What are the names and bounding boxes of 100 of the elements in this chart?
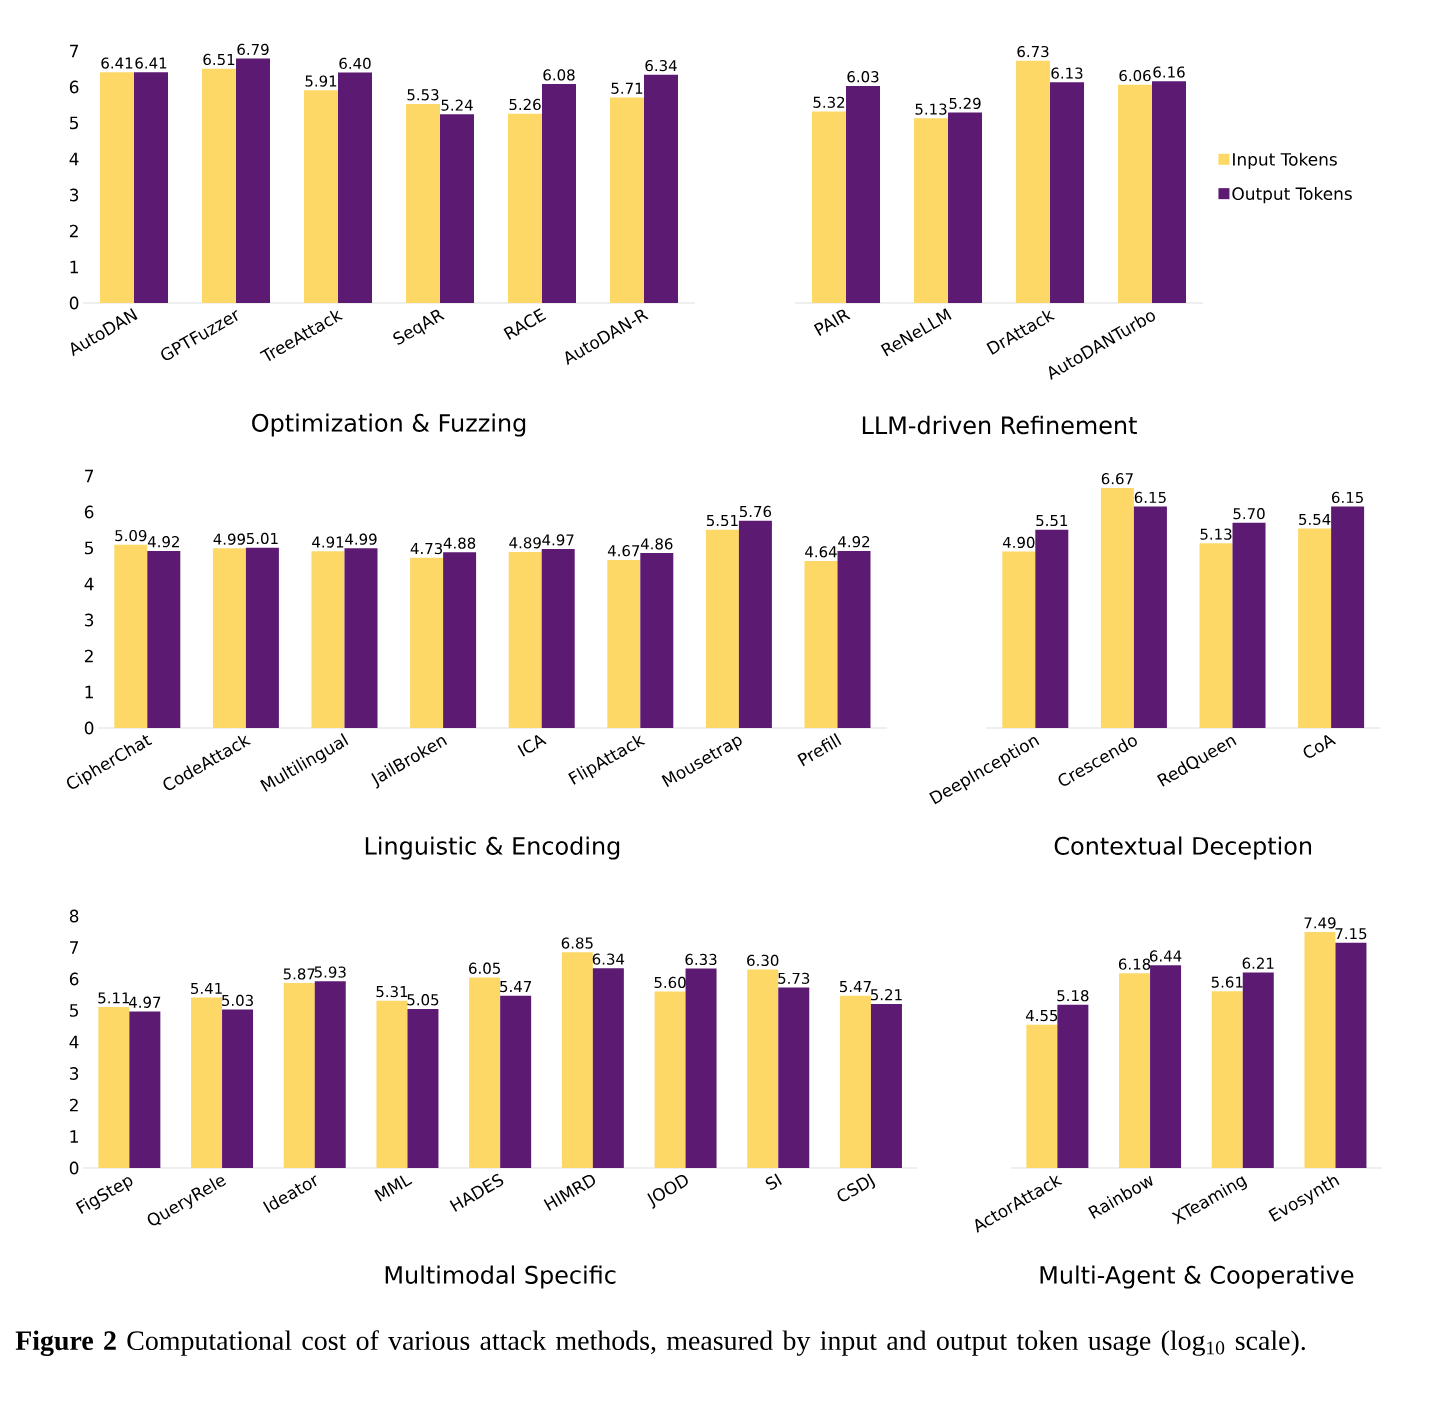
data-label: 6.67 — [1101, 473, 1133, 485]
y-tick-label: 4 — [69, 152, 79, 166]
bar — [640, 553, 674, 728]
data-label: 6.15 — [1134, 491, 1166, 504]
bar — [1242, 972, 1274, 1168]
bar — [1100, 487, 1134, 728]
data-label: 5.26 — [509, 98, 541, 111]
data-label: 6.03 — [847, 71, 879, 83]
data-label: 5.11 — [98, 992, 130, 1004]
x-axis-title: Linguistic & Encoding — [365, 836, 620, 860]
bar — [212, 548, 246, 728]
y-tick-label: 6 — [84, 505, 94, 519]
bar — [870, 1003, 902, 1168]
bar — [1199, 543, 1233, 728]
data-label: 6.34 — [592, 953, 625, 965]
y-tick-label: 8 — [69, 909, 79, 923]
data-label: 4.67 — [607, 545, 640, 557]
y-tick-label: 3 — [85, 613, 94, 627]
bar — [685, 968, 717, 1168]
bar — [747, 969, 779, 1168]
x-tick-label: ICA — [517, 734, 547, 757]
data-label: 5.29 — [949, 97, 981, 110]
bar — [1050, 82, 1085, 303]
bar — [542, 84, 576, 303]
data-label: 4.99 — [345, 533, 377, 545]
data-label: 4.88 — [443, 537, 476, 549]
data-label: 5.41 — [191, 982, 222, 995]
bar — [948, 112, 983, 303]
bar — [191, 997, 223, 1168]
y-tick-label: 6 — [69, 80, 79, 94]
data-label: 6.41 — [135, 57, 167, 69]
data-label: 5.32 — [813, 96, 845, 108]
data-label: 6.79 — [237, 43, 269, 56]
data-label: 5.18 — [1057, 990, 1089, 1002]
data-label: 6.44 — [1149, 950, 1182, 962]
x-axis-title: Optimization & Fuzzing — [252, 413, 526, 437]
bar — [1298, 528, 1332, 728]
x-axis-title: LLM-driven Refinement — [862, 415, 1137, 435]
y-tick-label: 0 — [69, 1161, 79, 1175]
data-label: 4.89 — [509, 537, 541, 549]
bar — [508, 113, 542, 303]
y-tick-label: 0 — [84, 721, 94, 735]
bar — [147, 550, 181, 728]
bar — [1026, 1024, 1058, 1168]
bar — [443, 552, 477, 728]
bar — [1002, 551, 1036, 728]
data-label: 5.76 — [739, 505, 772, 518]
bar — [376, 1000, 408, 1168]
bar — [406, 103, 440, 303]
data-label: 5.93 — [314, 966, 346, 978]
bar — [812, 111, 847, 303]
bar — [1016, 60, 1051, 303]
data-label: 4.64 — [805, 546, 837, 558]
bar — [283, 983, 315, 1168]
bar — [561, 952, 593, 1168]
bar — [654, 991, 686, 1168]
data-label: 6.30 — [747, 954, 779, 967]
data-label: 5.01 — [246, 532, 278, 545]
data-label: 4.91 — [312, 536, 344, 548]
x-tick-label: CoA — [1303, 734, 1337, 758]
data-label: 7.15 — [1335, 928, 1367, 940]
bar — [804, 560, 838, 728]
bar — [1150, 965, 1182, 1168]
data-label: 5.61 — [1211, 976, 1243, 988]
data-label: 4.97 — [542, 534, 574, 546]
data-label: 4.90 — [1002, 536, 1035, 549]
data-label: 5.09 — [115, 529, 147, 542]
bar — [914, 118, 949, 303]
y-tick-label: 5 — [70, 116, 78, 130]
x-tick-label: MML — [374, 1175, 413, 1202]
bar — [410, 557, 444, 728]
data-label: 6.13 — [1051, 67, 1083, 79]
data-label: 4.97 — [128, 996, 161, 1008]
bar — [338, 72, 372, 303]
x-axis-title: Multimodal Specific — [385, 1265, 616, 1289]
data-label: 5.71 — [611, 82, 643, 94]
data-label: 6.41 — [101, 57, 133, 69]
data-label: 5.51 — [706, 515, 738, 527]
data-label: 4.92 — [147, 536, 179, 548]
bar — [129, 1011, 161, 1168]
bar — [469, 977, 501, 1168]
bar — [236, 58, 270, 303]
bar — [1035, 529, 1069, 728]
data-label: 4.99 — [213, 533, 245, 545]
bar — [738, 520, 772, 728]
data-label: 6.73 — [1017, 45, 1049, 58]
data-label: 6.85 — [561, 937, 593, 949]
data-label: 5.21 — [870, 989, 902, 1001]
bar — [1335, 942, 1367, 1168]
x-tick-label: PAIR — [813, 309, 851, 336]
x-axis-title: Multi-Agent & Cooperative — [1040, 1265, 1354, 1289]
legend-label: Input Tokens — [1233, 152, 1337, 170]
data-label: 5.31 — [376, 985, 408, 998]
bar — [100, 72, 134, 303]
x-tick-label: SI — [765, 1173, 782, 1191]
data-label: 4.92 — [838, 536, 870, 548]
data-label: 5.70 — [1233, 507, 1265, 520]
data-label: 6.51 — [203, 53, 235, 66]
bar — [846, 85, 881, 303]
y-tick-label: 1 — [70, 1130, 78, 1143]
